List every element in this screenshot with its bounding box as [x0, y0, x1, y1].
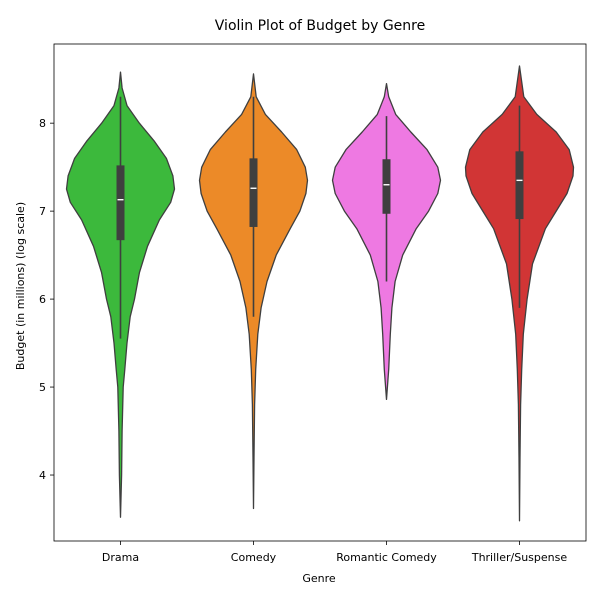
y-tick-label: 6 [39, 293, 46, 306]
violin-thriller-suspense [464, 65, 575, 522]
plot-frame [53, 43, 587, 542]
plot-area [65, 65, 575, 522]
y-tick-label: 4 [39, 469, 46, 482]
violin-comedy [198, 73, 309, 510]
x-tick-label: Drama [102, 551, 139, 564]
iqr-box [382, 159, 391, 214]
y-tick-label: 7 [39, 205, 46, 218]
iqr-box [116, 165, 125, 241]
violin-drama [65, 71, 176, 518]
x-axis: Drama Comedy Romantic Comedy Thriller/Suspe… [102, 541, 567, 564]
x-axis-label: Genre [302, 572, 336, 585]
x-tick-label: Thriller/Suspense [471, 551, 568, 564]
x-tick-label: Romantic Comedy [336, 551, 437, 564]
chart-title: Violin Plot of Budget by Genre [215, 18, 425, 34]
violin-romantic-comedy [331, 82, 442, 401]
iqr-box [515, 151, 524, 220]
x-tick-label: Comedy [231, 551, 277, 564]
y-tick-label: 8 [39, 117, 46, 130]
y-axis-label: Budget (in millions) (log scale) [14, 202, 27, 370]
y-tick-label: 5 [39, 381, 46, 394]
y-axis: 4 5 6 7 8 [39, 117, 54, 482]
iqr-box [249, 158, 258, 227]
